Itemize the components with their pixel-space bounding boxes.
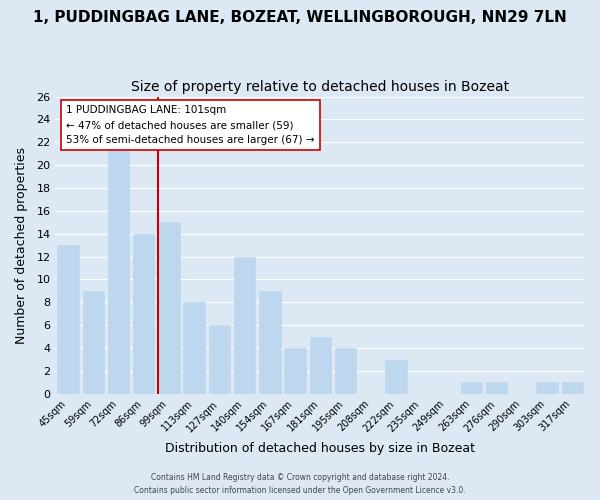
Bar (83, 291, 104, 394)
Bar (562, 382, 583, 394)
Y-axis label: Number of detached properties: Number of detached properties (15, 146, 28, 344)
Bar (108, 142, 129, 394)
Bar (158, 222, 179, 394)
Bar (310, 336, 331, 394)
Bar (133, 234, 154, 394)
Bar (209, 325, 230, 394)
Bar (184, 302, 205, 394)
X-axis label: Distribution of detached houses by size in Bozeat: Distribution of detached houses by size … (165, 442, 475, 455)
Bar (234, 256, 255, 394)
Bar (385, 360, 407, 394)
Bar (335, 348, 356, 394)
Title: Size of property relative to detached houses in Bozeat: Size of property relative to detached ho… (131, 80, 509, 94)
Bar (284, 348, 306, 394)
Bar (536, 382, 558, 394)
Bar (259, 291, 281, 394)
Bar (58, 245, 79, 394)
Text: 1 PUDDINGBAG LANE: 101sqm
← 47% of detached houses are smaller (59)
53% of semi-: 1 PUDDINGBAG LANE: 101sqm ← 47% of detac… (66, 106, 314, 145)
Bar (461, 382, 482, 394)
Text: Contains HM Land Registry data © Crown copyright and database right 2024.
Contai: Contains HM Land Registry data © Crown c… (134, 474, 466, 495)
Bar (486, 382, 508, 394)
Text: 1, PUDDINGBAG LANE, BOZEAT, WELLINGBOROUGH, NN29 7LN: 1, PUDDINGBAG LANE, BOZEAT, WELLINGBOROU… (33, 10, 567, 25)
